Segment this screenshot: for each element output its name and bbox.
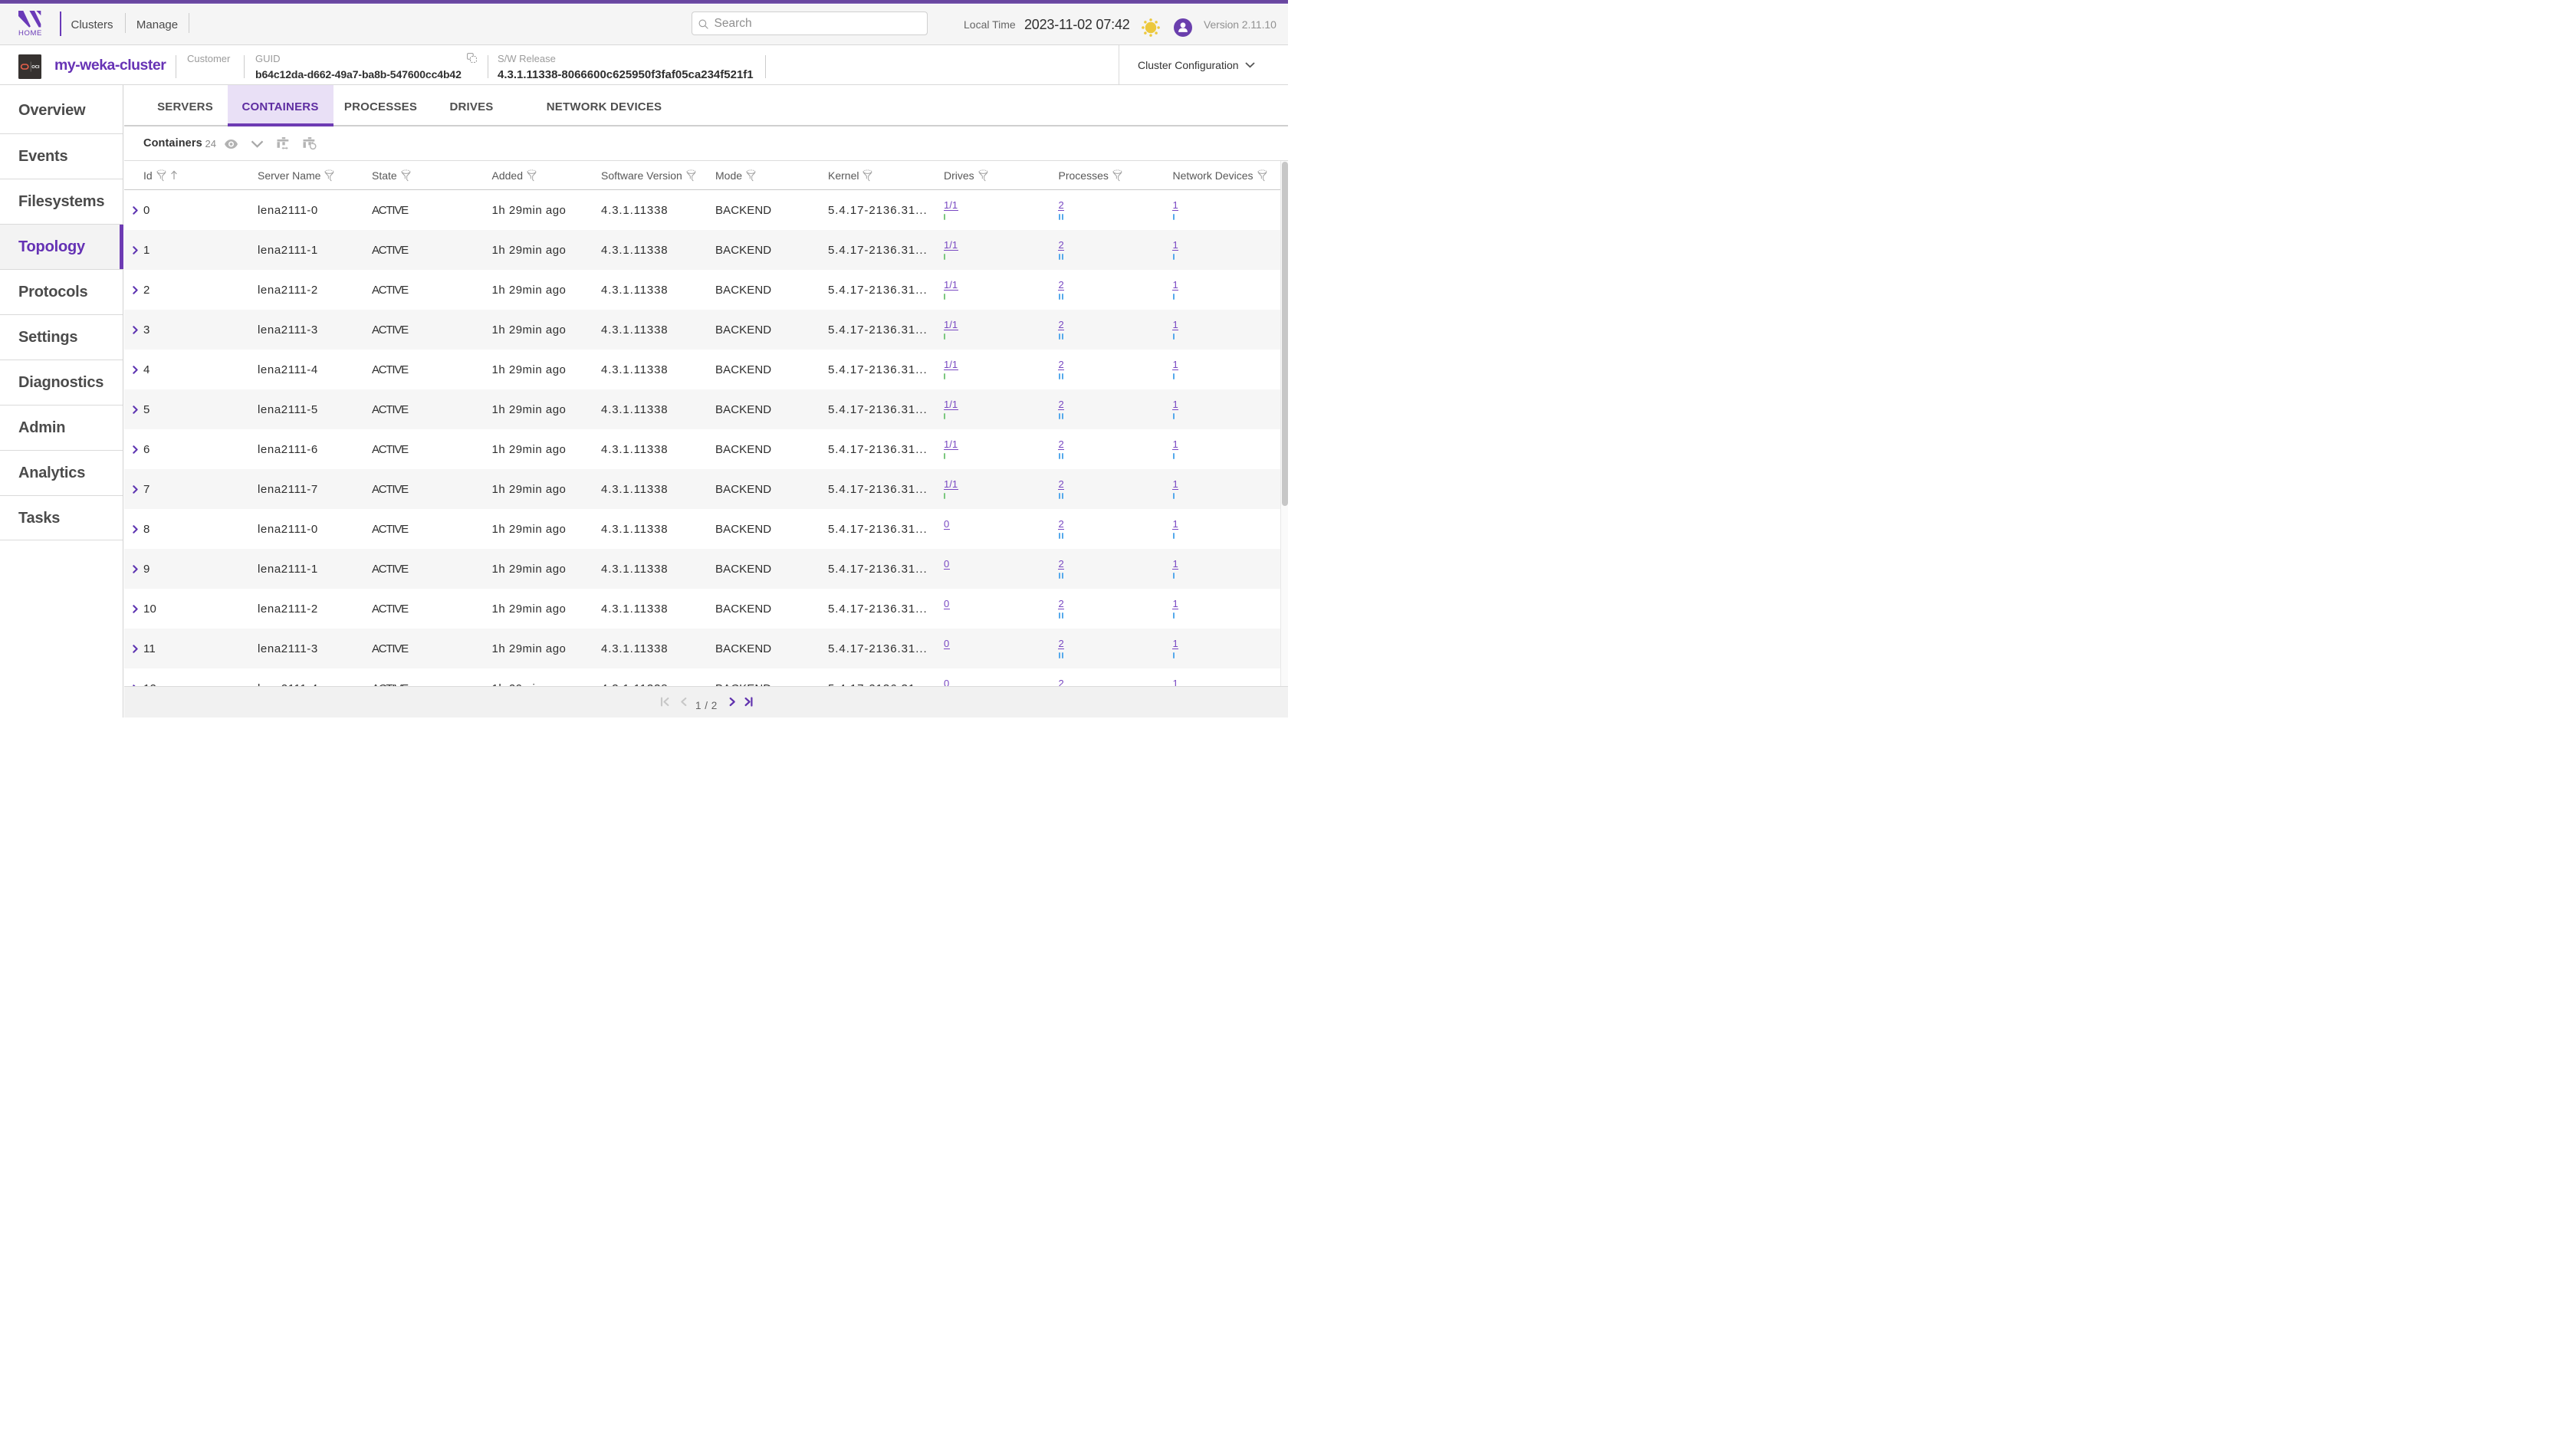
svg-text:OCI: OCI [31,65,40,70]
